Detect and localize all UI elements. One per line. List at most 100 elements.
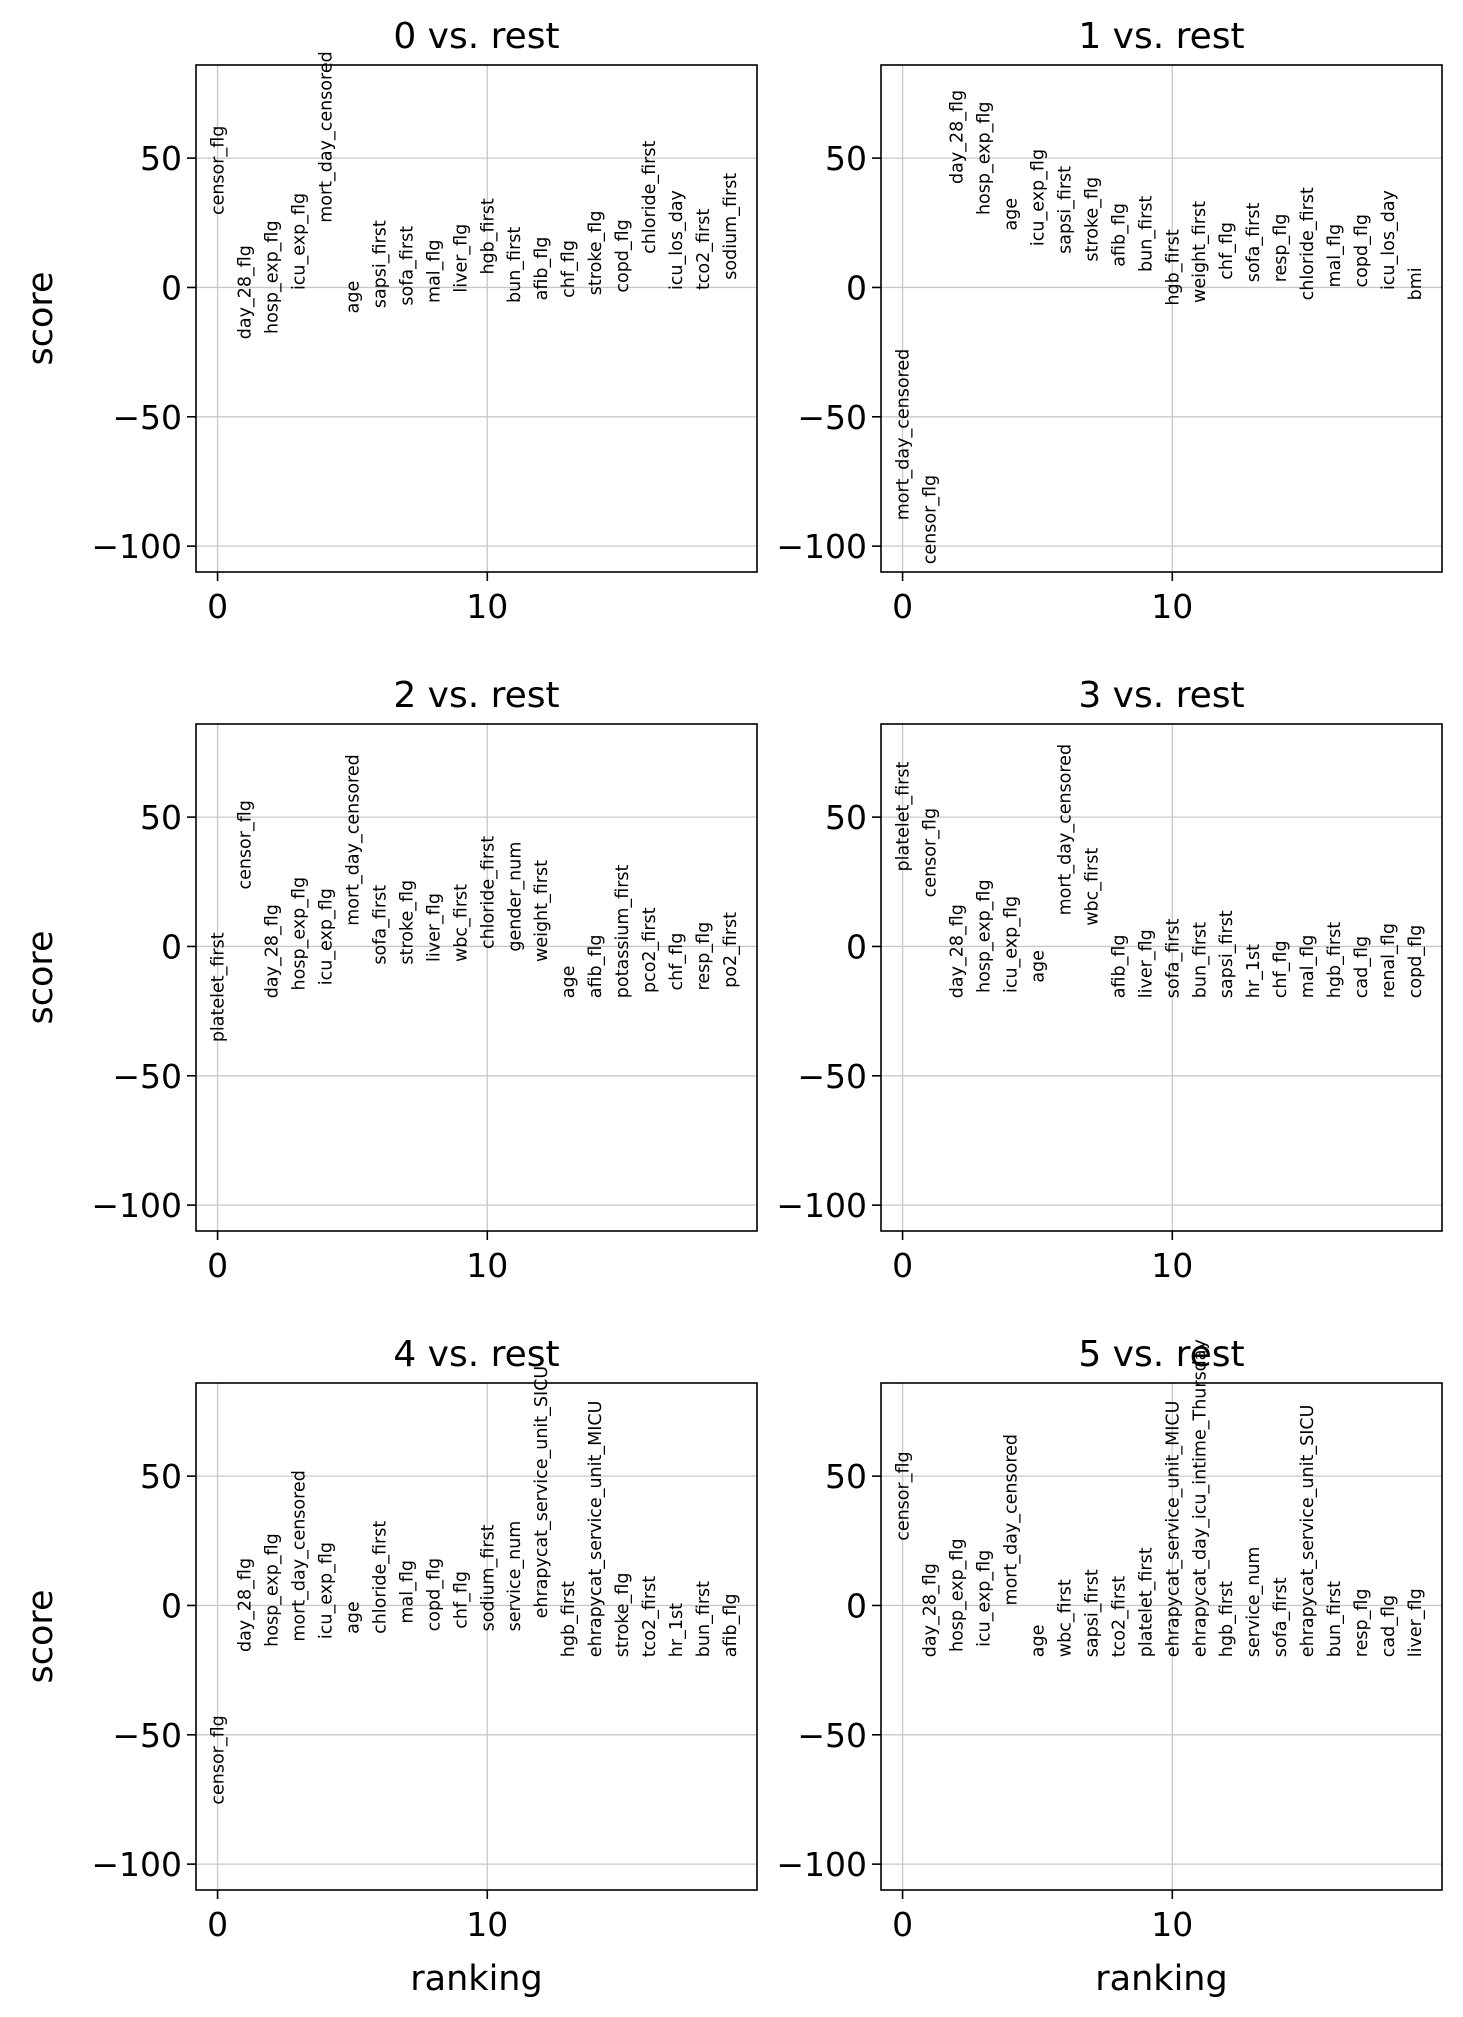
y-tick-label: −100 — [91, 1186, 182, 1225]
feature-label: day_28_flg — [263, 904, 283, 998]
feature-label: stroke_flg — [586, 211, 606, 296]
y-tick-label: −50 — [112, 1057, 182, 1096]
x-tick-label: 10 — [1151, 587, 1193, 626]
feature-label: icu_exp_flg — [316, 888, 336, 985]
feature-label: stroke_flg — [613, 1573, 633, 1658]
feature-label: hr_1st — [667, 1603, 687, 1657]
feature-label: chf_flg — [451, 1571, 471, 1629]
feature-label: chloride_first — [1298, 187, 1318, 300]
feature-label: censor_flg — [209, 1715, 229, 1804]
y-tick-label: −50 — [112, 398, 182, 437]
feature-label: sodium_first — [478, 1524, 498, 1631]
feature-label: hosp_exp_flg — [289, 877, 309, 991]
feature-label: sofa_first — [1271, 1577, 1291, 1657]
feature-label: wbc_first — [451, 884, 471, 962]
x-tick-label: 10 — [466, 1246, 508, 1285]
feature-label: afib_flg — [532, 237, 552, 301]
feature-label: ehrapycat_service_unit_SICU — [1298, 1405, 1318, 1658]
feature-label: hosp_exp_flg — [974, 879, 994, 993]
feature-label: age — [559, 966, 579, 999]
feature-label: wbc_first — [1055, 1579, 1075, 1657]
feature-label: hosp_exp_flg — [974, 101, 994, 215]
plot-frame — [880, 64, 1443, 573]
feature-label: chf_flg — [1217, 222, 1237, 280]
y-tick-label: −100 — [776, 1186, 867, 1225]
y-tick-label: 0 — [161, 927, 182, 966]
feature-label: platelet_first — [894, 762, 914, 872]
x-tick-label: 0 — [207, 1905, 228, 1944]
feature-label: sapsi_first — [1055, 166, 1075, 254]
feature-label: ehrapycat_day_icu_intime_Thursday — [1190, 1339, 1210, 1657]
y-axis-title: score — [21, 271, 61, 365]
feature-label: mal_flg — [424, 239, 444, 303]
feature-label: chf_flg — [1271, 940, 1291, 998]
feature-label: service_num — [1244, 1547, 1264, 1658]
feature-label: resp_flg — [694, 922, 714, 991]
feature-label: pco2_first — [640, 907, 660, 993]
feature-label: hosp_exp_flg — [263, 1533, 283, 1647]
feature-label: day_28_flg — [236, 1558, 256, 1652]
plot-frame — [195, 1382, 758, 1891]
y-tick-label: −50 — [797, 1716, 867, 1755]
feature-label: mal_flg — [1325, 224, 1345, 288]
y-axis-title: score — [21, 930, 61, 1024]
feature-label: cad_flg — [1352, 936, 1372, 998]
feature-label: service_num — [505, 1521, 525, 1632]
plot-frame — [880, 1382, 1443, 1891]
feature-label: sodium_first — [721, 173, 741, 280]
feature-label: hr_1st — [1244, 944, 1264, 998]
y-tick-label: −50 — [797, 1057, 867, 1096]
feature-label: chf_flg — [667, 933, 687, 991]
x-tick-label: 0 — [207, 587, 228, 626]
feature-label: hgb_first — [1217, 1581, 1237, 1657]
feature-label: po2_first — [721, 912, 741, 988]
panel-title: 1 vs. rest — [1078, 16, 1244, 57]
feature-label: bmi — [1406, 267, 1426, 300]
feature-label: platelet_first — [209, 932, 229, 1042]
panel-5: 50 0 −50 −100 0 10 5 vs. rest ranking censor_flg… — [776, 1334, 1443, 1999]
feature-label: hgb_first — [1163, 229, 1183, 305]
y-tick-label: 50 — [140, 1457, 182, 1496]
feature-label: stroke_flg — [1082, 177, 1102, 262]
feature-label: ehrapycat_service_unit_MICU — [1163, 1401, 1183, 1658]
y-tick-label: −100 — [91, 1845, 182, 1884]
x-tick-label: 10 — [466, 1905, 508, 1944]
y-tick-label: 0 — [161, 268, 182, 307]
feature-label: afib_flg — [1109, 934, 1129, 998]
feature-label: cad_flg — [1379, 1595, 1399, 1657]
feature-label: liver_flg — [1406, 1588, 1426, 1657]
feature-label: afib_flg — [586, 934, 606, 998]
y-tick-label: 50 — [825, 1457, 867, 1496]
feature-label: sapsi_first — [1082, 1569, 1102, 1657]
feature-label: mort_day_censored — [343, 754, 363, 926]
feature-label: age — [1028, 950, 1048, 983]
feature-label: platelet_first — [1136, 1547, 1156, 1657]
feature-label: gender_num — [505, 842, 525, 952]
feature-label: sapsi_first — [370, 220, 390, 308]
feature-label: icu_exp_flg — [974, 1550, 994, 1647]
feature-label: censor_flg — [894, 1451, 914, 1540]
feature-label: icu_los_day — [667, 190, 687, 290]
feature-label: potassium_first — [613, 864, 633, 998]
feature-label: icu_exp_flg — [1001, 896, 1021, 993]
panel-1: 50 0 −50 −100 0 10 1 vs. rest mort_day_censored… — [776, 16, 1443, 626]
panel-title: 3 vs. rest — [1078, 675, 1244, 716]
y-tick-label: −100 — [91, 527, 182, 566]
feature-label: tco2_first — [640, 1576, 660, 1657]
panel-0: 50 0 −50 −100 0 10 0 vs. rest score censor_flgda… — [21, 16, 758, 626]
panel-2: 50 0 −50 −100 0 10 2 vs. rest score platelet_fir… — [21, 675, 758, 1285]
feature-label: renal_flg — [1379, 923, 1399, 998]
y-tick-label: 0 — [846, 268, 867, 307]
plot-frame — [195, 64, 758, 573]
feature-label: bun_first — [1325, 1581, 1345, 1657]
feature-label: afib_flg — [1109, 203, 1129, 267]
x-tick-label: 0 — [892, 1246, 913, 1285]
panel-title: 2 vs. rest — [393, 675, 559, 716]
feature-label: tco2_first — [1109, 1576, 1129, 1657]
y-tick-label: 0 — [161, 1586, 182, 1625]
x-tick-label: 0 — [892, 587, 913, 626]
feature-label: hgb_first — [1325, 922, 1345, 998]
feature-label: mort_day_censored — [316, 51, 336, 223]
